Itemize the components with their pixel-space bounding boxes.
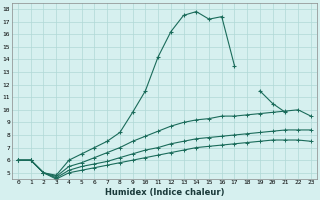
X-axis label: Humidex (Indice chaleur): Humidex (Indice chaleur) [105, 188, 224, 197]
